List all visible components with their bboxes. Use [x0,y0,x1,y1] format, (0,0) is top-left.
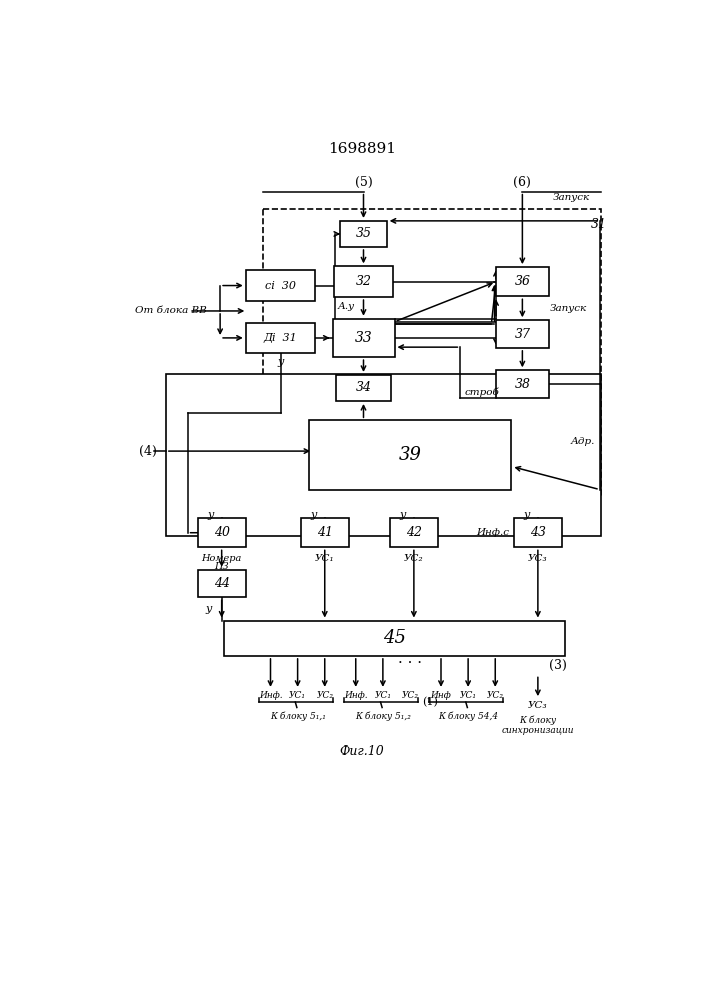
Text: строб: строб [464,387,499,397]
Text: у: у [310,510,317,520]
Text: 43: 43 [530,526,546,539]
Text: у: у [277,357,284,367]
Text: УС₃: УС₃ [528,701,548,710]
Text: 36: 36 [515,275,530,288]
Text: 37: 37 [515,328,530,341]
Bar [246,323,315,353]
Bar [309,420,510,490]
Text: 33: 33 [355,331,373,345]
Text: ci  30: ci 30 [265,281,296,291]
Text: Фиг.10: Фиг.10 [339,745,385,758]
Text: УС₁: УС₁ [289,691,306,700]
Bar [390,518,438,547]
Text: Запуск: Запуск [550,304,588,313]
Text: 1698891: 1698891 [328,142,396,156]
Text: у: у [524,510,530,520]
Text: УС₁: УС₁ [375,691,392,700]
Bar [263,209,602,497]
Text: ПЗ: ПЗ [214,562,229,571]
Text: у: у [207,510,214,520]
Text: К блоку 5₁,₂: К блоку 5₁,₂ [355,711,411,721]
Text: УС₂: УС₂ [402,691,419,700]
Text: Инф.с: Инф.с [476,528,509,537]
Text: К блоку 54,4: К блоку 54,4 [438,711,498,721]
Bar [514,518,562,547]
Text: 41: 41 [317,526,333,539]
Bar [224,620,565,656]
Bar [166,374,602,536]
Text: 40: 40 [214,526,230,539]
Text: УС₃: УС₃ [528,554,548,563]
Bar [334,266,392,297]
Text: К блоку
синхронизации: К блоку синхронизации [502,715,574,735]
Bar [496,370,549,398]
Bar [337,375,391,401]
Text: Инф.: Инф. [344,691,368,700]
Text: . . .: . . . [398,652,422,666]
Bar [300,518,349,547]
Text: 32: 32 [356,275,371,288]
Bar [198,570,246,597]
Text: К блоку 5₁,₁: К блоку 5₁,₁ [269,711,325,721]
Text: у: у [399,510,406,520]
Text: 42: 42 [406,526,422,539]
Text: 44: 44 [214,577,230,590]
Text: (6): (6) [513,176,532,189]
Text: УС₂: УС₂ [316,691,333,700]
Text: 39: 39 [399,446,421,464]
Text: УС₁: УС₁ [315,554,334,563]
Text: у: у [206,604,212,614]
Text: 34: 34 [356,381,371,394]
Text: 35: 35 [356,227,371,240]
Bar [496,267,549,296]
Bar [246,270,315,301]
Text: Инф: Инф [431,691,451,700]
Text: Дi  31: Дi 31 [264,333,298,343]
Bar [198,518,246,547]
Text: (1): (1) [421,697,438,707]
Text: УС₁: УС₁ [460,691,477,700]
Bar [496,320,549,348]
Text: Инф.: Инф. [259,691,282,700]
Text: Запуск: Запуск [554,193,590,202]
Text: А.у: А.у [337,302,354,311]
Text: (5): (5) [355,176,373,189]
Text: Номера: Номера [201,554,242,563]
Text: УС₂: УС₂ [404,554,423,563]
Text: От блока ВВ: От блока ВВ [135,306,206,315]
Text: (3): (3) [549,659,568,672]
Text: (4): (4) [139,445,157,458]
Text: 31: 31 [590,218,607,231]
Text: 45: 45 [383,629,406,647]
Text: Адр.: Адр. [571,437,595,446]
Bar [340,221,387,247]
Text: 38: 38 [515,378,530,391]
Bar [332,319,395,357]
Text: УС₂: УС₂ [486,691,504,700]
